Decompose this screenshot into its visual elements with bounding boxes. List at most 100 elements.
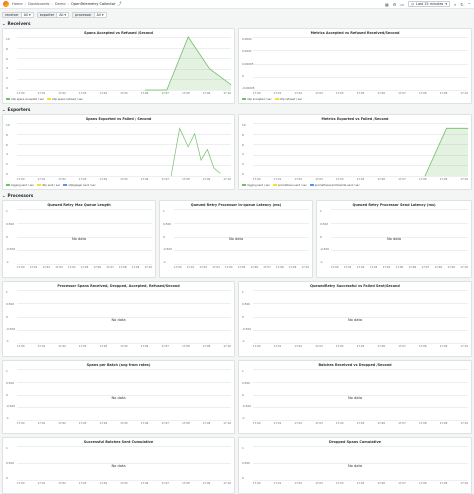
plot-area bbox=[253, 123, 469, 177]
legend-item[interactable]: otlp spans accepted / sec bbox=[6, 98, 44, 101]
grid-line bbox=[17, 420, 231, 421]
grid-line bbox=[253, 446, 468, 447]
x-tick-label: 17:10 bbox=[460, 178, 468, 181]
grid-line bbox=[174, 222, 309, 224]
panel-successful-batches[interactable]: Successful Batches Sent Cumulative 1 0.500… bbox=[2, 437, 235, 494]
var-receiver[interactable]: receiver All ▾ bbox=[2, 12, 34, 18]
x-tick-label: 17:04 bbox=[336, 92, 344, 95]
no-data-text: No data bbox=[71, 237, 87, 242]
panel-metrics-accepted[interactable]: Metrics Accepted vs Refused Received/Sec… bbox=[238, 28, 472, 104]
row-processors[interactable]: ⌄ Processors bbox=[2, 193, 33, 198]
refresh-icon[interactable]: ↻ bbox=[460, 1, 464, 7]
legend-item[interactable]: otlp accepted / sec bbox=[242, 98, 272, 101]
x-tick-label: 17:04 bbox=[68, 266, 76, 269]
grid-line bbox=[331, 264, 468, 265]
grafana-logo-icon[interactable] bbox=[3, 1, 9, 7]
x-tick-label: 17:01 bbox=[37, 422, 46, 425]
panel-batches-received[interactable]: Batches Received vs Dropped /Second 1 0.50… bbox=[238, 360, 472, 434]
panel-queued-latency[interactable]: Queued Retry Processor In-queue Latency … bbox=[159, 200, 313, 278]
var-processor[interactable]: processor All ▾ bbox=[72, 12, 107, 18]
panel-processor-spans[interactable]: Processor Spans Received, Dropped, Accep… bbox=[2, 281, 235, 357]
x-tick-label: 17:07 bbox=[398, 345, 406, 348]
grid-line bbox=[174, 264, 309, 265]
legend-item[interactable]: otlp refused / sec bbox=[274, 98, 302, 101]
x-tick-label: 17:09 bbox=[202, 482, 211, 485]
legend-item[interactable]: prometheus sent / sec bbox=[272, 184, 307, 187]
grid-line bbox=[17, 90, 231, 91]
x-tick-label: 17:08 bbox=[182, 178, 190, 181]
grid-line bbox=[17, 144, 231, 146]
collapse-icon[interactable]: ⌃ bbox=[467, 1, 471, 7]
legend-item[interactable]: prometheusremotewrite sent / sec bbox=[309, 184, 360, 187]
x-axis: 17:00 17:01 17:02 17:03 17:04 17:05 17:06 17:07… bbox=[253, 92, 468, 95]
grid-line bbox=[17, 290, 231, 291]
share-icon[interactable]: ⤴ bbox=[117, 1, 122, 6]
legend-item[interactable]: otlp/jaeger sent / sec bbox=[63, 184, 96, 187]
x-tick-label: 17:04 bbox=[336, 178, 344, 181]
legend-item[interactable]: logging sent / sec bbox=[6, 184, 34, 187]
grid-line bbox=[17, 37, 231, 38]
grid-line bbox=[253, 303, 468, 305]
y-tick-label: 0.0001 bbox=[242, 49, 252, 54]
tv-mode-icon[interactable]: ▭ bbox=[400, 1, 405, 7]
panel-queued-send-latency[interactable]: Queued Retry Processor Send Latency (ms)… bbox=[316, 200, 472, 278]
y-tick-label: 6 bbox=[242, 142, 244, 147]
grid-line bbox=[253, 144, 468, 146]
x-tick-label: 17:03 bbox=[78, 345, 87, 348]
series-line[interactable] bbox=[170, 127, 221, 177]
panel-spans-exported[interactable]: Spans Exported vs Failed / Second 10 8 6 4 2 0… bbox=[2, 114, 235, 190]
panel-queued-retry-succ[interactable]: QueuedRetry Successful vs Failed Sent/Se… bbox=[238, 281, 472, 357]
x-tick-label: 17:03 bbox=[212, 266, 220, 269]
legend-item[interactable]: otlp sent / sec bbox=[36, 184, 61, 187]
legend-swatch bbox=[6, 98, 10, 100]
x-tick-label: 17:03 bbox=[55, 266, 63, 269]
panel-spans-per-batch[interactable]: Spans per Batch (avg from rates) 1 0.500 0 -… bbox=[2, 360, 235, 434]
row-receivers[interactable]: ⌄ Receivers bbox=[2, 21, 30, 26]
grid-line bbox=[253, 154, 468, 156]
x-tick-label: 17:01 bbox=[37, 482, 46, 485]
plot-area bbox=[174, 209, 309, 265]
x-tick-label: 17:09 bbox=[202, 422, 211, 425]
panel-metrics-exported[interactable]: Metrics Exported vs Failed /Second 10 8 6 4 2… bbox=[238, 114, 472, 190]
y-tick-label: 0.500 bbox=[6, 221, 15, 226]
x-tick-label: 17:09 bbox=[439, 422, 448, 425]
legend-item[interactable]: logging sent / sec bbox=[242, 184, 270, 187]
crumb-dashboards[interactable]: Dashboards bbox=[28, 2, 50, 6]
panel-queued-retry-max[interactable]: Queued Retry Max Queue Length 1 0.500 0 -0.5… bbox=[2, 200, 156, 278]
time-range-picker[interactable]: ◷ Last 15 minutes ▾ bbox=[408, 1, 451, 7]
zoom-out-icon[interactable]: ⌕ bbox=[454, 1, 457, 7]
legend-swatch bbox=[47, 98, 52, 100]
panel-spans-accepted[interactable]: Spans Accepted vs Refused /Second 10 8 6 4 2 0… bbox=[2, 28, 235, 104]
grid-line bbox=[253, 133, 468, 135]
panel-dropped-spans[interactable]: Dropped Spans Cumulative 1 0.500 0 17:00 17:0… bbox=[238, 437, 472, 494]
settings-icon[interactable]: ⚙ bbox=[392, 1, 397, 7]
y-axis: 1 0.500 0 -0.500 -1 bbox=[6, 209, 15, 264]
x-tick-label: 17:05 bbox=[120, 422, 128, 425]
var-exporter[interactable]: exporter All ▾ bbox=[36, 12, 70, 18]
add-panel-icon[interactable]: ▦ bbox=[384, 1, 389, 7]
panel-title: Metrics Accepted vs Refused Received/Sec… bbox=[310, 31, 400, 35]
plot-area bbox=[17, 123, 231, 177]
legend-label: otlp sent / sec bbox=[41, 184, 61, 187]
legend-swatch bbox=[242, 184, 246, 186]
x-tick-label: 17:00 bbox=[331, 266, 339, 269]
y-tick-label: 0 bbox=[6, 314, 8, 319]
grid-line bbox=[17, 394, 231, 396]
x-tick-label: 17:03 bbox=[78, 92, 87, 95]
x-tick-label: 17:04 bbox=[225, 266, 233, 269]
chart-series-svg bbox=[170, 127, 221, 177]
row-exporters[interactable]: ⌄ Exporters bbox=[2, 107, 30, 112]
x-tick-label: 17:07 bbox=[161, 178, 169, 181]
x-tick-label: 17:10 bbox=[460, 482, 468, 485]
x-tick-label: 17:00 bbox=[17, 422, 25, 425]
x-tick-label: 17:03 bbox=[315, 345, 323, 348]
legend-item[interactable]: otlp spans refused / sec bbox=[47, 98, 83, 101]
crumb-folder[interactable]: Demo bbox=[54, 2, 66, 6]
crumb-home[interactable]: Home bbox=[12, 2, 23, 6]
x-tick-label: 17:03 bbox=[315, 92, 323, 95]
x-tick-label: 17:04 bbox=[99, 422, 108, 425]
var-value: All bbox=[96, 13, 101, 17]
grid-line bbox=[17, 264, 152, 265]
row-title: Receivers bbox=[7, 21, 31, 26]
y-tick-label: -1 bbox=[163, 260, 166, 264]
